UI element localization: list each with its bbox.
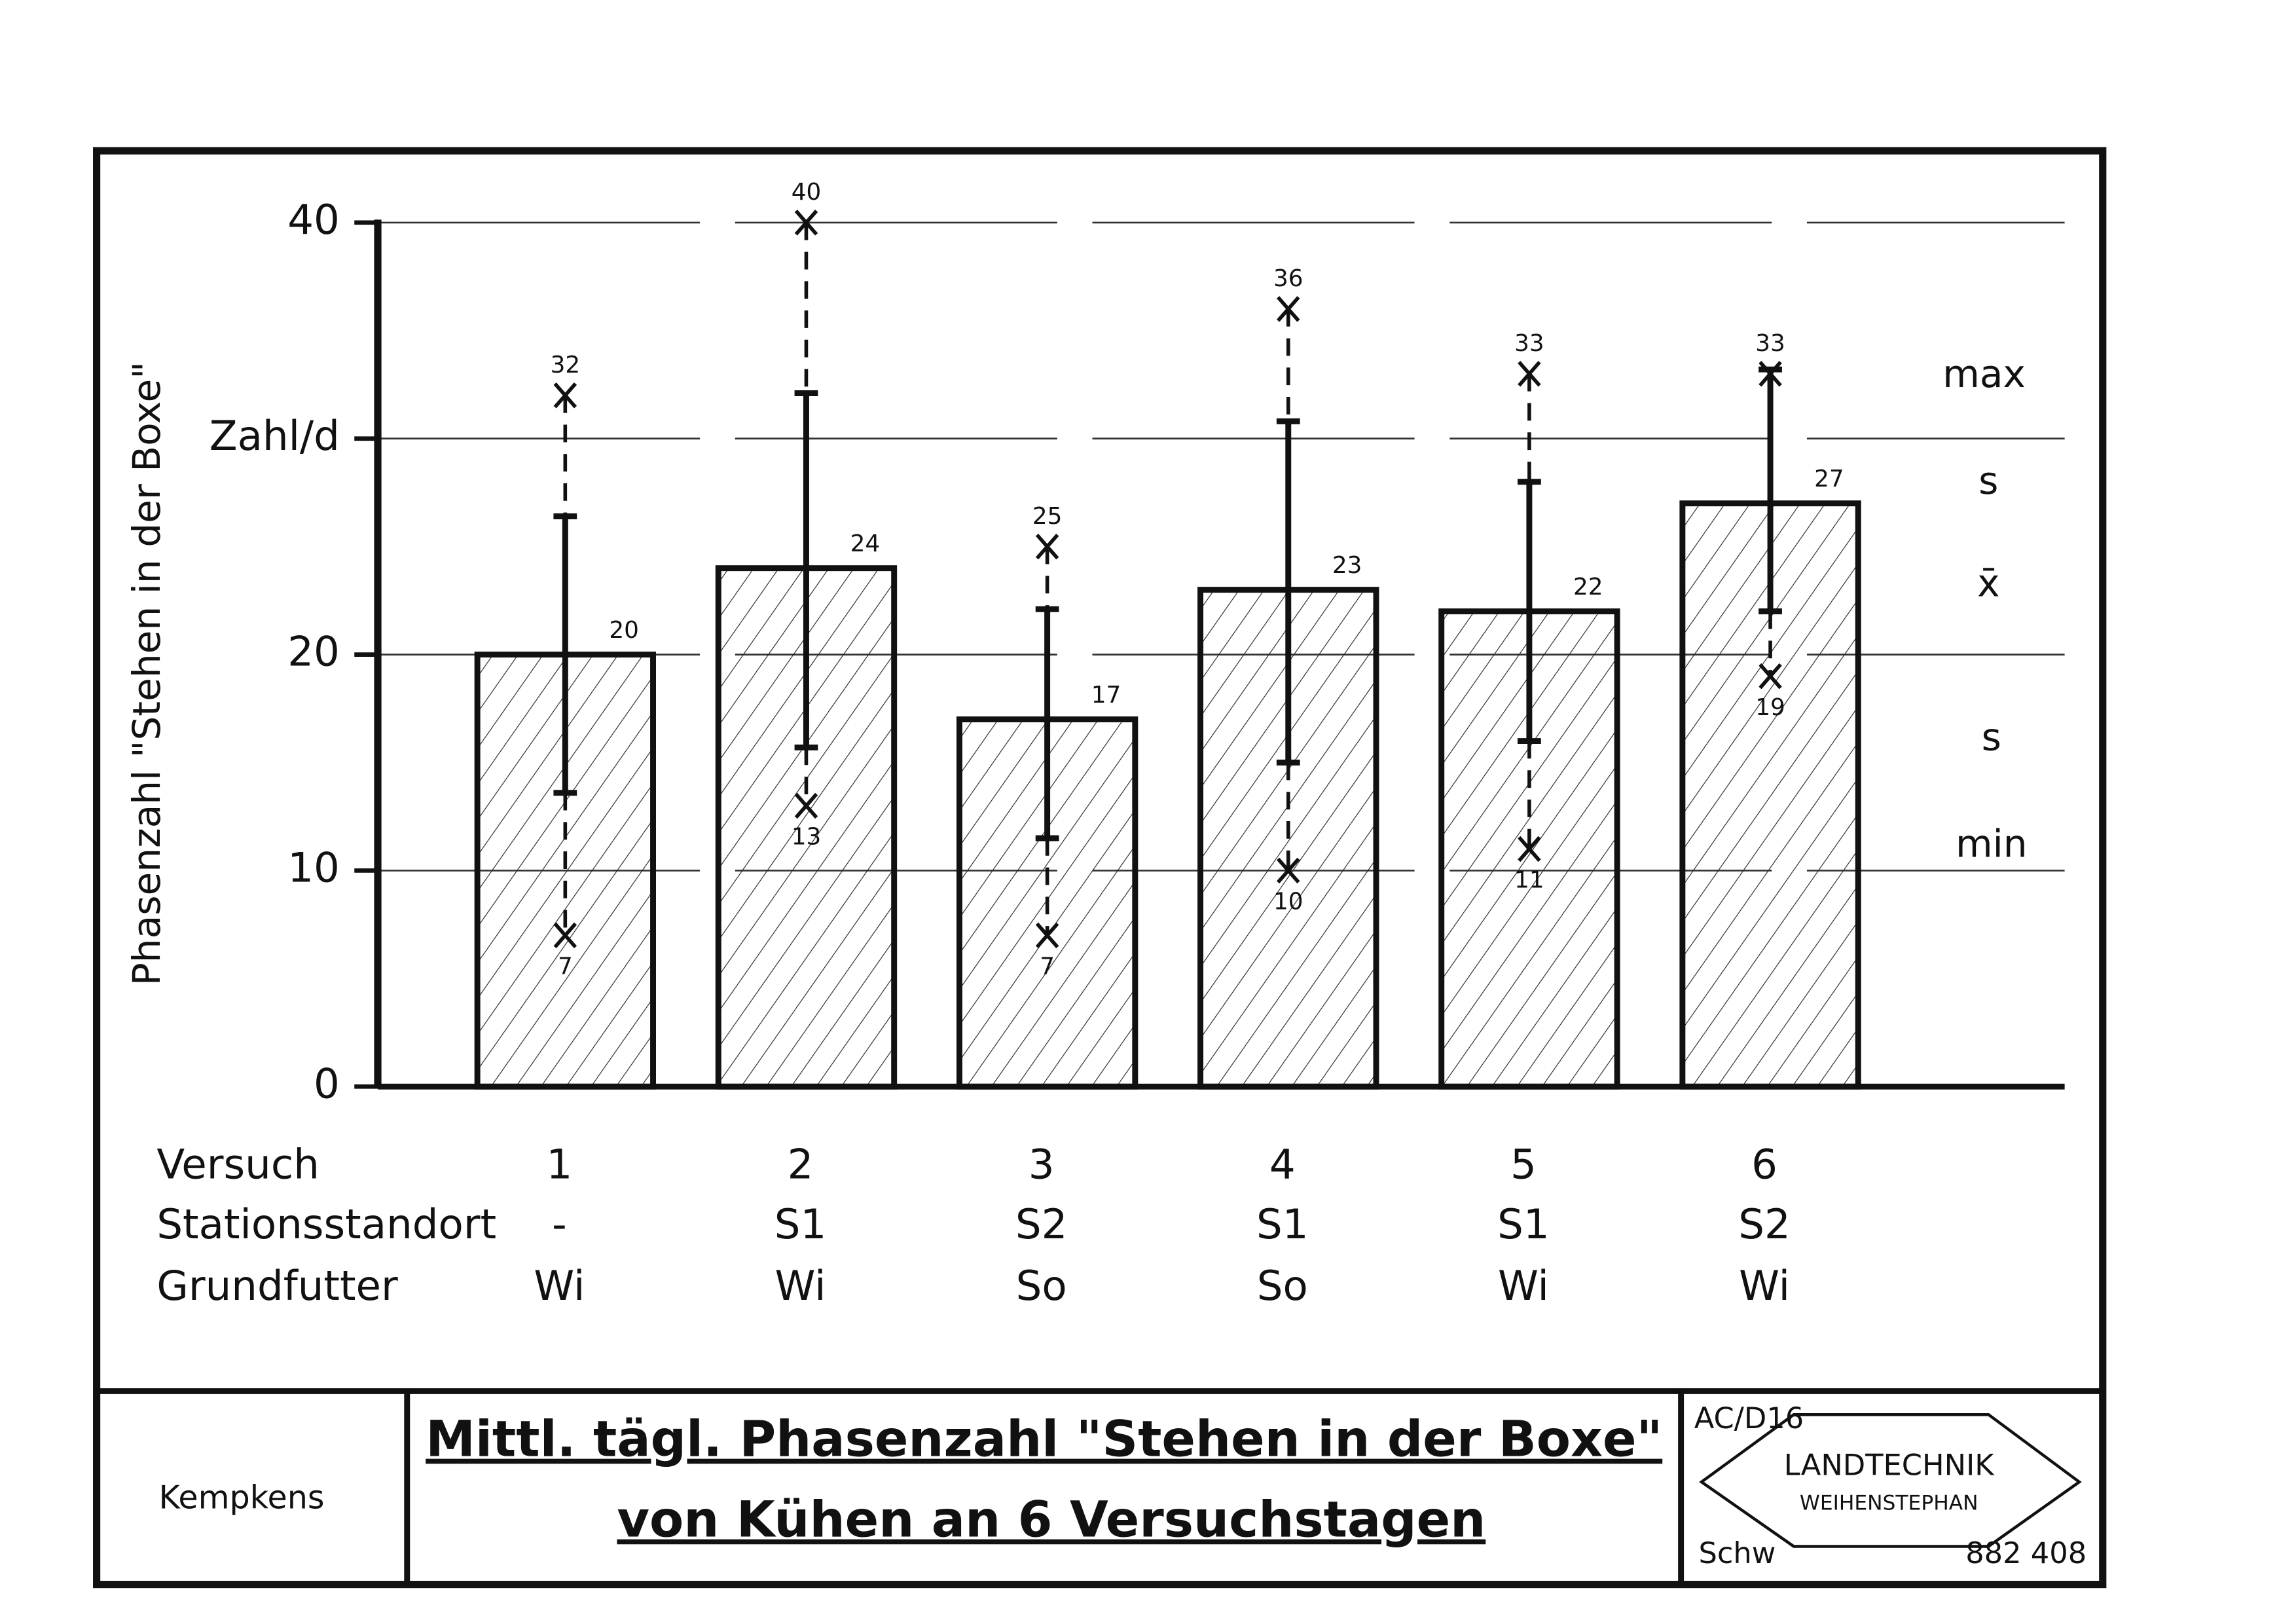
feed-label: Wi bbox=[534, 1262, 585, 1310]
extreme-marker bbox=[1518, 836, 1541, 862]
row-label: Versuch bbox=[156, 1140, 319, 1188]
row-label: Stationsstandort bbox=[156, 1200, 496, 1248]
logo-frame bbox=[1699, 1412, 2082, 1548]
value-label: 23 bbox=[1332, 552, 1362, 579]
extreme-marker bbox=[1758, 361, 1782, 387]
value-label: 7 bbox=[1040, 953, 1055, 980]
value-label: 27 bbox=[1814, 466, 1844, 492]
extreme-marker bbox=[794, 210, 818, 236]
value-label: 13 bbox=[792, 824, 822, 851]
chart-title: Mittl. tägl. Phasenzahl "Stehen in der B… bbox=[426, 1410, 1662, 1468]
y-tick-label: Zahl/d bbox=[210, 412, 340, 460]
value-label: 33 bbox=[1514, 330, 1544, 357]
y-tick-label: 40 bbox=[287, 196, 340, 244]
drawing-number: 882 408 bbox=[1965, 1536, 2086, 1570]
x-tick-label: 2 bbox=[788, 1140, 814, 1188]
extreme-marker bbox=[1277, 857, 1300, 884]
value-label: 24 bbox=[850, 530, 881, 557]
station-label: S1 bbox=[774, 1200, 827, 1248]
extreme-marker bbox=[1035, 533, 1059, 560]
extreme-marker bbox=[1758, 663, 1782, 690]
legend-label: s bbox=[1982, 714, 2001, 759]
value-label: 36 bbox=[1273, 265, 1303, 292]
feed-label: So bbox=[1257, 1262, 1308, 1310]
legend-label: s bbox=[1978, 458, 1998, 503]
legend-label: max bbox=[1942, 352, 2026, 396]
feed-label: So bbox=[1016, 1262, 1067, 1310]
y-tick-label: 10 bbox=[287, 844, 340, 892]
value-label: 40 bbox=[792, 179, 822, 206]
extreme-marker bbox=[553, 382, 577, 409]
station-label: S2 bbox=[1738, 1200, 1791, 1248]
extreme-marker bbox=[1277, 296, 1300, 322]
legend-label: x̄ bbox=[1977, 561, 1999, 606]
extreme-marker bbox=[1035, 922, 1059, 949]
feed-label: Wi bbox=[1739, 1262, 1790, 1310]
logo-text: WEIHENSTEPHAN bbox=[1800, 1492, 1978, 1515]
value-label: 17 bbox=[1091, 682, 1121, 709]
legend-label: min bbox=[1956, 822, 2028, 866]
value-label: 10 bbox=[1273, 889, 1303, 915]
feed-label: Wi bbox=[1498, 1262, 1549, 1310]
x-tick-label: 3 bbox=[1029, 1140, 1055, 1188]
x-tick-label: 1 bbox=[546, 1140, 572, 1188]
feed-label: Wi bbox=[775, 1262, 826, 1310]
row-label: Grundfutter bbox=[156, 1262, 398, 1310]
y-tick-label: 20 bbox=[287, 628, 340, 676]
x-tick-label: 6 bbox=[1751, 1140, 1777, 1188]
value-label: 25 bbox=[1032, 503, 1063, 530]
station-label: - bbox=[552, 1200, 567, 1248]
extreme-marker bbox=[553, 922, 577, 949]
y-axis-label: Phasenzahl "Stehen in der Boxe" bbox=[124, 361, 169, 986]
x-tick-label: 4 bbox=[1269, 1140, 1296, 1188]
value-label: 19 bbox=[1755, 694, 1785, 721]
value-label: 32 bbox=[551, 352, 581, 378]
extreme-marker bbox=[794, 792, 818, 819]
value-label: 33 bbox=[1755, 330, 1785, 357]
station-label: S1 bbox=[1497, 1200, 1550, 1248]
logo-text: LANDTECHNIK bbox=[1784, 1448, 1995, 1483]
value-label: 7 bbox=[558, 953, 573, 980]
value-label: 11 bbox=[1514, 867, 1544, 894]
value-label: 20 bbox=[609, 617, 639, 644]
station-label: S1 bbox=[1256, 1200, 1309, 1248]
frame bbox=[93, 147, 2107, 1589]
value-label: 22 bbox=[1573, 574, 1603, 600]
y-tick-label: 0 bbox=[314, 1060, 340, 1107]
station-label: S2 bbox=[1015, 1200, 1068, 1248]
extreme-marker bbox=[1518, 361, 1541, 387]
chart-title: von Kühen an 6 Versuchstagen bbox=[617, 1490, 1485, 1549]
drawer: Schw bbox=[1698, 1536, 1776, 1570]
x-tick-label: 5 bbox=[1510, 1140, 1537, 1188]
drawing-code: AC/D16 bbox=[1694, 1401, 1804, 1435]
author: Kempkens bbox=[159, 1478, 325, 1516]
